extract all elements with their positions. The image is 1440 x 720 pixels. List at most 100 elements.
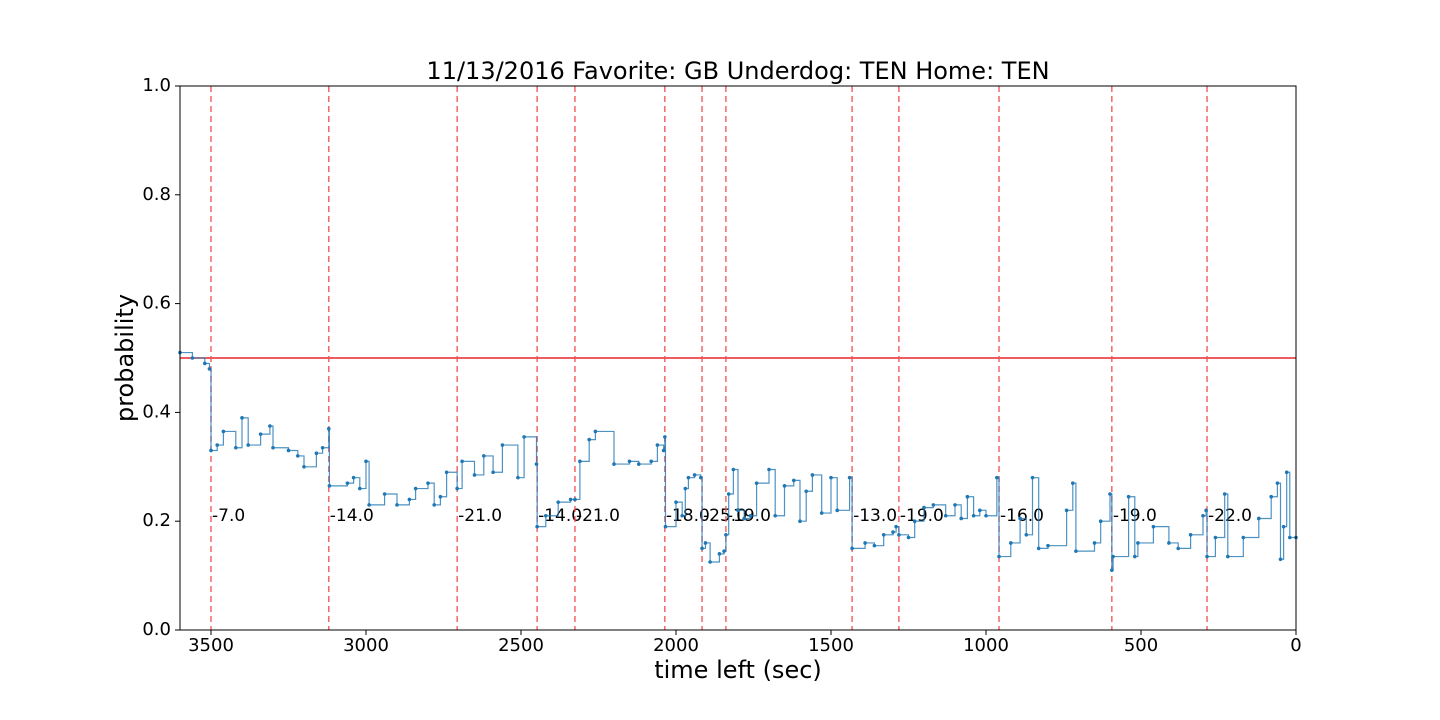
point [1136, 541, 1140, 545]
point [872, 543, 877, 548]
point [395, 503, 399, 507]
point [1108, 492, 1112, 496]
point [1167, 541, 1171, 545]
point [460, 459, 464, 464]
event-label: -18.0 [666, 506, 710, 526]
point [959, 516, 963, 521]
point [1151, 524, 1156, 529]
y-tick-label: 0.8 [142, 184, 171, 205]
point [534, 462, 539, 466]
point [327, 484, 332, 488]
point [522, 435, 526, 439]
point [683, 486, 688, 491]
point [209, 448, 213, 453]
point [1176, 546, 1180, 551]
point [1024, 533, 1029, 537]
point [649, 459, 653, 464]
point [700, 546, 704, 551]
point [754, 481, 759, 485]
point [1201, 513, 1205, 518]
point [1126, 494, 1131, 499]
y-tick-label: 0.4 [142, 401, 171, 422]
point [978, 508, 982, 513]
point [573, 497, 577, 502]
point [544, 513, 548, 518]
point [663, 435, 667, 439]
point [742, 516, 746, 521]
x-tick-label: 500 [1124, 635, 1158, 656]
plot-frame [179, 85, 1297, 631]
point [1284, 470, 1289, 475]
point [351, 475, 356, 480]
y-tick-label: 0.0 [142, 619, 171, 640]
point [1213, 535, 1218, 540]
point [286, 448, 291, 453]
point [731, 467, 736, 472]
point [207, 367, 212, 371]
x-tick-label: 3000 [343, 635, 389, 656]
point [748, 513, 753, 518]
y-axis-label: probability [111, 294, 139, 422]
point [943, 513, 948, 518]
point [703, 541, 708, 545]
event-label: -19.0 [900, 506, 944, 526]
point [587, 437, 591, 442]
point [724, 533, 728, 537]
point [922, 505, 926, 510]
point [912, 519, 917, 523]
point [1074, 549, 1078, 553]
point [773, 513, 777, 518]
event-label: -22.0 [1208, 506, 1252, 526]
point [792, 478, 796, 483]
point [556, 500, 560, 504]
point [1275, 481, 1280, 485]
point [367, 503, 371, 507]
event-label: -25.0 [703, 506, 747, 526]
point [1257, 516, 1261, 521]
point [535, 524, 539, 529]
point [444, 470, 449, 475]
point [663, 524, 668, 529]
point [680, 513, 684, 518]
point [965, 494, 970, 499]
point [296, 454, 300, 458]
point [234, 445, 238, 450]
point [850, 546, 854, 551]
point [578, 459, 582, 464]
point [717, 552, 722, 556]
point [1222, 492, 1227, 496]
event-label: -21.0 [576, 506, 620, 526]
y-tick-label: 1.0 [142, 75, 171, 96]
x-tick-label: 2000 [653, 635, 699, 656]
point [258, 432, 263, 436]
point [674, 500, 678, 504]
point [1281, 524, 1286, 529]
point [516, 475, 520, 480]
point [302, 465, 306, 469]
point [637, 462, 641, 466]
point [1098, 519, 1103, 523]
point [327, 426, 331, 431]
y-tick-label: 0.6 [142, 293, 171, 314]
point [736, 508, 740, 513]
point [692, 473, 697, 477]
point [1018, 516, 1022, 521]
point [699, 475, 703, 480]
point [203, 361, 207, 366]
point [708, 560, 712, 564]
point [661, 448, 666, 453]
point [971, 513, 976, 518]
point [1133, 554, 1137, 559]
point [1092, 541, 1097, 545]
chart-title: 11/13/2016 Favorite: GB Underdog: TEN Ho… [426, 57, 1049, 85]
point [221, 429, 226, 434]
point [655, 443, 660, 447]
point [847, 475, 852, 480]
point [931, 503, 936, 507]
point [432, 503, 437, 507]
point [906, 535, 911, 540]
point [894, 524, 898, 529]
point [897, 533, 901, 537]
point [810, 473, 815, 477]
